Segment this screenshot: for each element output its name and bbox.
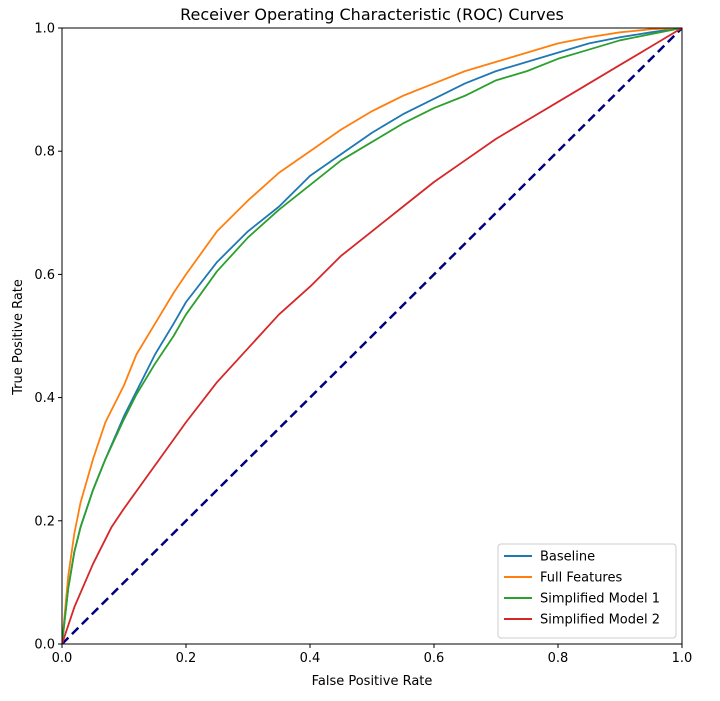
axes: 0.0 0.2 0.4 0.6 0.8 1.0 0.0 0.2 0.4 0.6 0.8 1.0 (34, 22, 692, 667)
y-axis-label: True Positive Rate (11, 279, 26, 396)
legend-label: Baseline (540, 550, 595, 565)
x-tick-label: 0.0 (52, 651, 73, 666)
y-tick-label: 1.0 (34, 22, 55, 37)
plot-area (62, 28, 682, 644)
chart-title: Receiver Operating Characteristic (ROC) … (180, 5, 564, 24)
x-tick-label: 0.4 (300, 651, 321, 666)
y-tick-label: 0.6 (34, 268, 55, 283)
legend-label: Simplified Model 2 (540, 613, 660, 628)
y-tick-label: 0.4 (34, 391, 55, 406)
legend: Baseline Full Features Simplified Model 1 S… (497, 543, 677, 639)
x-axis-label: False Positive Rate (312, 674, 433, 689)
chance-diagonal-line (62, 28, 682, 644)
x-tick-label: 0.2 (176, 651, 197, 666)
y-tick-label: 0.0 (34, 638, 55, 653)
legend-label: Simplified Model 1 (540, 592, 660, 607)
y-tick-label: 0.2 (34, 514, 55, 529)
y-tick-label: 0.8 (34, 145, 55, 160)
series-line-3 (62, 28, 682, 644)
x-tick-label: 0.6 (424, 651, 445, 666)
series-line-2 (62, 28, 682, 644)
legend-label: Full Features (540, 571, 622, 586)
x-tick-label: 0.8 (548, 651, 569, 666)
series-line-1 (62, 28, 682, 644)
x-tick-label: 1.0 (672, 651, 693, 666)
legend-box (497, 543, 677, 639)
plot-frame (61, 27, 683, 645)
